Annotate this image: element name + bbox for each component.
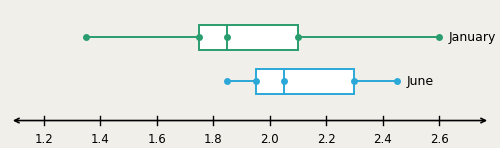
Bar: [199, 25, 298, 49]
Text: January: January: [449, 31, 496, 44]
Text: 2.4: 2.4: [374, 133, 392, 146]
Text: June: June: [406, 75, 434, 88]
Bar: [256, 69, 354, 94]
Text: 1.2: 1.2: [34, 133, 54, 146]
Text: 1.8: 1.8: [204, 133, 223, 146]
Text: 1.6: 1.6: [148, 133, 166, 146]
Text: 2.0: 2.0: [260, 133, 279, 146]
Text: 2.6: 2.6: [430, 133, 448, 146]
Text: 1.4: 1.4: [91, 133, 110, 146]
Text: 2.2: 2.2: [317, 133, 336, 146]
